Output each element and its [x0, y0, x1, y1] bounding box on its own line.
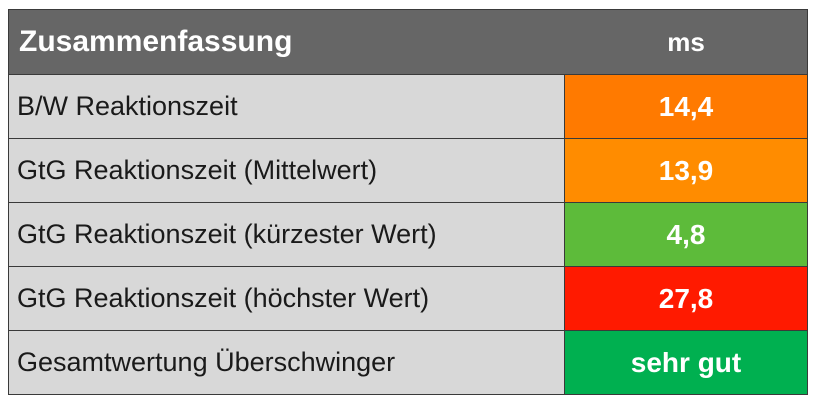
table-row: B/W Reaktionszeit 14,4 — [9, 75, 807, 138]
row-value: 13,9 — [565, 139, 807, 202]
row-value: sehr gut — [565, 331, 807, 394]
table-header-row: Zusammenfassung ms — [9, 10, 807, 75]
table-title: Zusammenfassung — [19, 25, 293, 58]
row-value: 27,8 — [565, 267, 807, 330]
row-label: GtG Reaktionszeit (höchster Wert) — [9, 267, 565, 330]
row-label: B/W Reaktionszeit — [9, 75, 565, 138]
table-row: Gesamtwertung Überschwinger sehr gut — [9, 331, 807, 394]
row-label: GtG Reaktionszeit (Mittelwert) — [9, 139, 565, 202]
table-row: GtG Reaktionszeit (höchster Wert) 27,8 — [9, 267, 807, 330]
table-row: GtG Reaktionszeit (Mittelwert) 13,9 — [9, 139, 807, 202]
row-value: 14,4 — [565, 75, 807, 138]
unit-header: ms — [667, 26, 705, 57]
row-label: Gesamtwertung Überschwinger — [9, 331, 565, 394]
row-label: GtG Reaktionszeit (kürzester Wert) — [9, 203, 565, 266]
summary-table: Zusammenfassung ms B/W Reaktionszeit 14,… — [8, 9, 808, 395]
row-value: 4,8 — [565, 203, 807, 266]
table-row: GtG Reaktionszeit (kürzester Wert) 4,8 — [9, 203, 807, 266]
